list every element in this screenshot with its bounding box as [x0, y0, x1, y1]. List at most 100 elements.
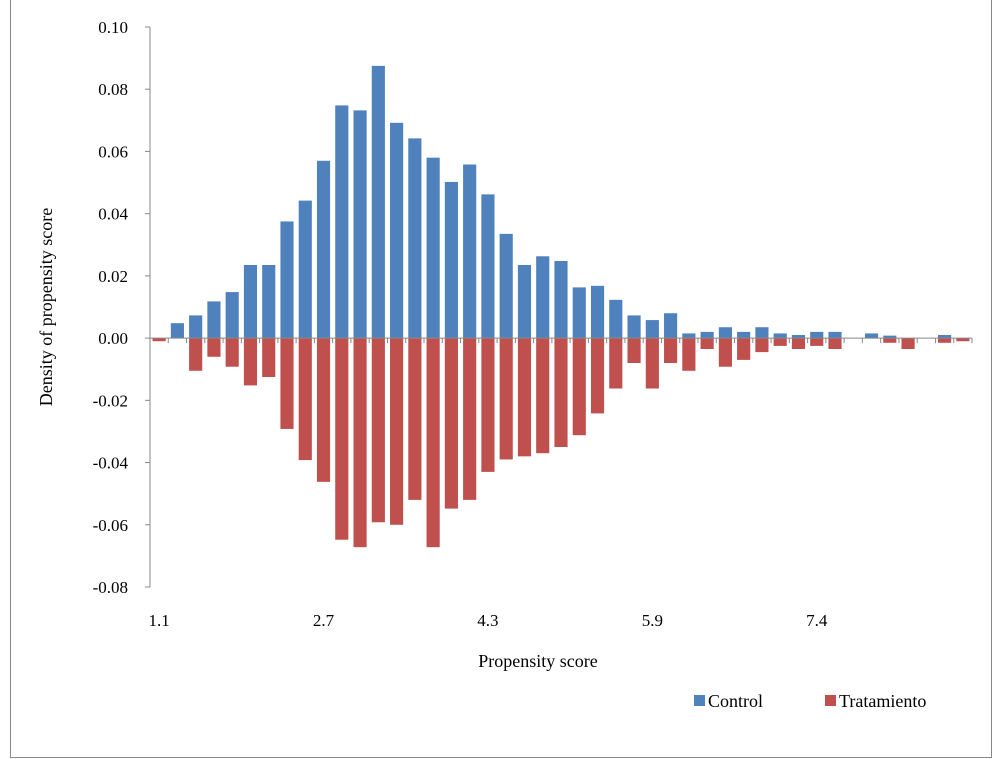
- control-bar-25: [609, 299, 623, 339]
- y-tick-labels: 0.10 0.08 0.06 0.04 0.02 0.00 -0.02 -0.04 -0.06 -…: [93, 18, 129, 597]
- control-bar-39: [864, 333, 879, 339]
- tratamiento-bar-24: [590, 338, 605, 414]
- control-bar-31: [718, 327, 732, 339]
- legend-label-control: Control: [708, 691, 763, 711]
- control-bar-4: [225, 292, 239, 339]
- control-bar-17: [463, 164, 477, 339]
- y-axis-title: Density of propensity score: [36, 208, 56, 406]
- control-bar-26: [627, 315, 641, 339]
- control-bar-28: [664, 313, 678, 339]
- control-bar-20: [517, 265, 532, 339]
- x-tick-label: 1.1: [149, 611, 170, 630]
- tratamiento-bar-19: [499, 338, 513, 460]
- x-tick-label: 2.7: [313, 611, 335, 630]
- tratamiento-bar-8: [298, 338, 312, 461]
- y-tick-label: -0.02: [93, 391, 128, 410]
- tratamiento-bar-30: [700, 338, 714, 349]
- tratamiento-bar-16: [444, 338, 458, 509]
- x-tick-labels: 1.1 2.7 4.3 5.9 7.4: [149, 611, 828, 630]
- control-bar-3: [207, 301, 221, 339]
- tratamiento-bar-4: [225, 338, 239, 367]
- y-tick-label: -0.04: [93, 454, 129, 473]
- y-tick-label: 0.00: [98, 329, 128, 348]
- control-bars: [170, 65, 952, 339]
- control-bar-22: [554, 260, 568, 339]
- tratamiento-bar-18: [481, 338, 495, 472]
- x-tick-label: 7.4: [806, 611, 828, 630]
- control-bar-5: [243, 265, 258, 339]
- control-bar-37: [828, 331, 842, 339]
- tratamiento-bar-31: [718, 338, 732, 367]
- tratamiento-bars: [152, 338, 970, 548]
- tratamiento-bar-28: [664, 338, 678, 363]
- legend-swatch-control: [694, 695, 705, 706]
- control-bar-13: [390, 122, 404, 339]
- control-bar-12: [371, 65, 385, 339]
- y-tick-label: -0.06: [93, 516, 128, 535]
- y-tick-label: 0.02: [98, 267, 128, 286]
- tratamiento-bar-26: [627, 338, 641, 363]
- tratamiento-bar-13: [390, 338, 404, 525]
- tratamiento-bar-40: [883, 338, 897, 343]
- tratamiento-bar-32: [737, 338, 751, 360]
- control-bar-24: [590, 285, 605, 339]
- tratamiento-bar-10: [335, 338, 349, 540]
- control-bar-10: [335, 105, 349, 339]
- tratamiento-bar-25: [609, 338, 623, 389]
- tratamiento-bar-44: [956, 338, 970, 342]
- control-bar-19: [499, 233, 513, 339]
- tratamiento-bar-15: [426, 338, 440, 548]
- x-tick-label: 5.9: [642, 611, 663, 630]
- control-bar-33: [755, 327, 769, 339]
- tratamiento-bar-5: [243, 338, 258, 386]
- tratamiento-bar-27: [645, 338, 659, 389]
- tratamiento-bar-36: [810, 338, 824, 346]
- control-bar-40: [883, 335, 897, 339]
- y-tick-label: 0.06: [98, 142, 128, 161]
- legend: Control Tratamiento: [694, 691, 926, 711]
- tratamiento-bar-12: [371, 338, 385, 523]
- tratamiento-bar-14: [408, 338, 422, 500]
- tratamiento-bar-3: [207, 338, 221, 357]
- control-bar-30: [700, 331, 714, 339]
- legend-label-tratamiento: Tratamiento: [839, 691, 926, 711]
- tratamiento-bar-9: [316, 338, 331, 482]
- axes: [145, 26, 973, 588]
- legend-swatch-tratamiento: [825, 695, 836, 706]
- x-tick-label: 4.3: [477, 611, 498, 630]
- tratamiento-bar-29: [682, 338, 696, 371]
- tratamiento-bar-6: [262, 338, 276, 377]
- control-bar-1: [170, 323, 184, 339]
- control-bar-18: [481, 194, 495, 339]
- tratamiento-bar-21: [536, 338, 550, 454]
- tratamiento-bar-41: [901, 338, 915, 349]
- control-bar-8: [298, 200, 312, 339]
- tratamiento-bar-23: [572, 338, 586, 436]
- control-bar-34: [773, 333, 787, 339]
- tratamiento-bar-2: [189, 338, 203, 371]
- x-axis-title: Propensity score: [478, 651, 597, 671]
- control-bar-2: [189, 315, 203, 339]
- control-bar-9: [316, 160, 331, 339]
- control-bar-35: [791, 335, 806, 339]
- tratamiento-bar-20: [517, 338, 532, 457]
- control-bar-43: [938, 335, 952, 339]
- tratamiento-bar-7: [280, 338, 294, 429]
- tratamiento-bar-0: [152, 338, 166, 342]
- control-bar-21: [536, 256, 550, 339]
- control-bar-11: [353, 110, 367, 339]
- tratamiento-bar-33: [755, 338, 769, 353]
- control-bar-32: [737, 331, 751, 339]
- control-bar-16: [444, 181, 458, 339]
- y-tick-label: 0.08: [98, 80, 128, 99]
- y-tick-label: 0.04: [98, 205, 128, 224]
- control-bar-14: [408, 138, 422, 339]
- tratamiento-bar-43: [938, 338, 952, 343]
- tratamiento-bar-34: [773, 338, 787, 346]
- control-bar-23: [572, 287, 586, 339]
- tratamiento-bar-17: [463, 338, 477, 500]
- control-bar-6: [262, 265, 276, 339]
- y-tick-label: 0.10: [98, 18, 128, 37]
- tratamiento-bar-35: [791, 338, 806, 349]
